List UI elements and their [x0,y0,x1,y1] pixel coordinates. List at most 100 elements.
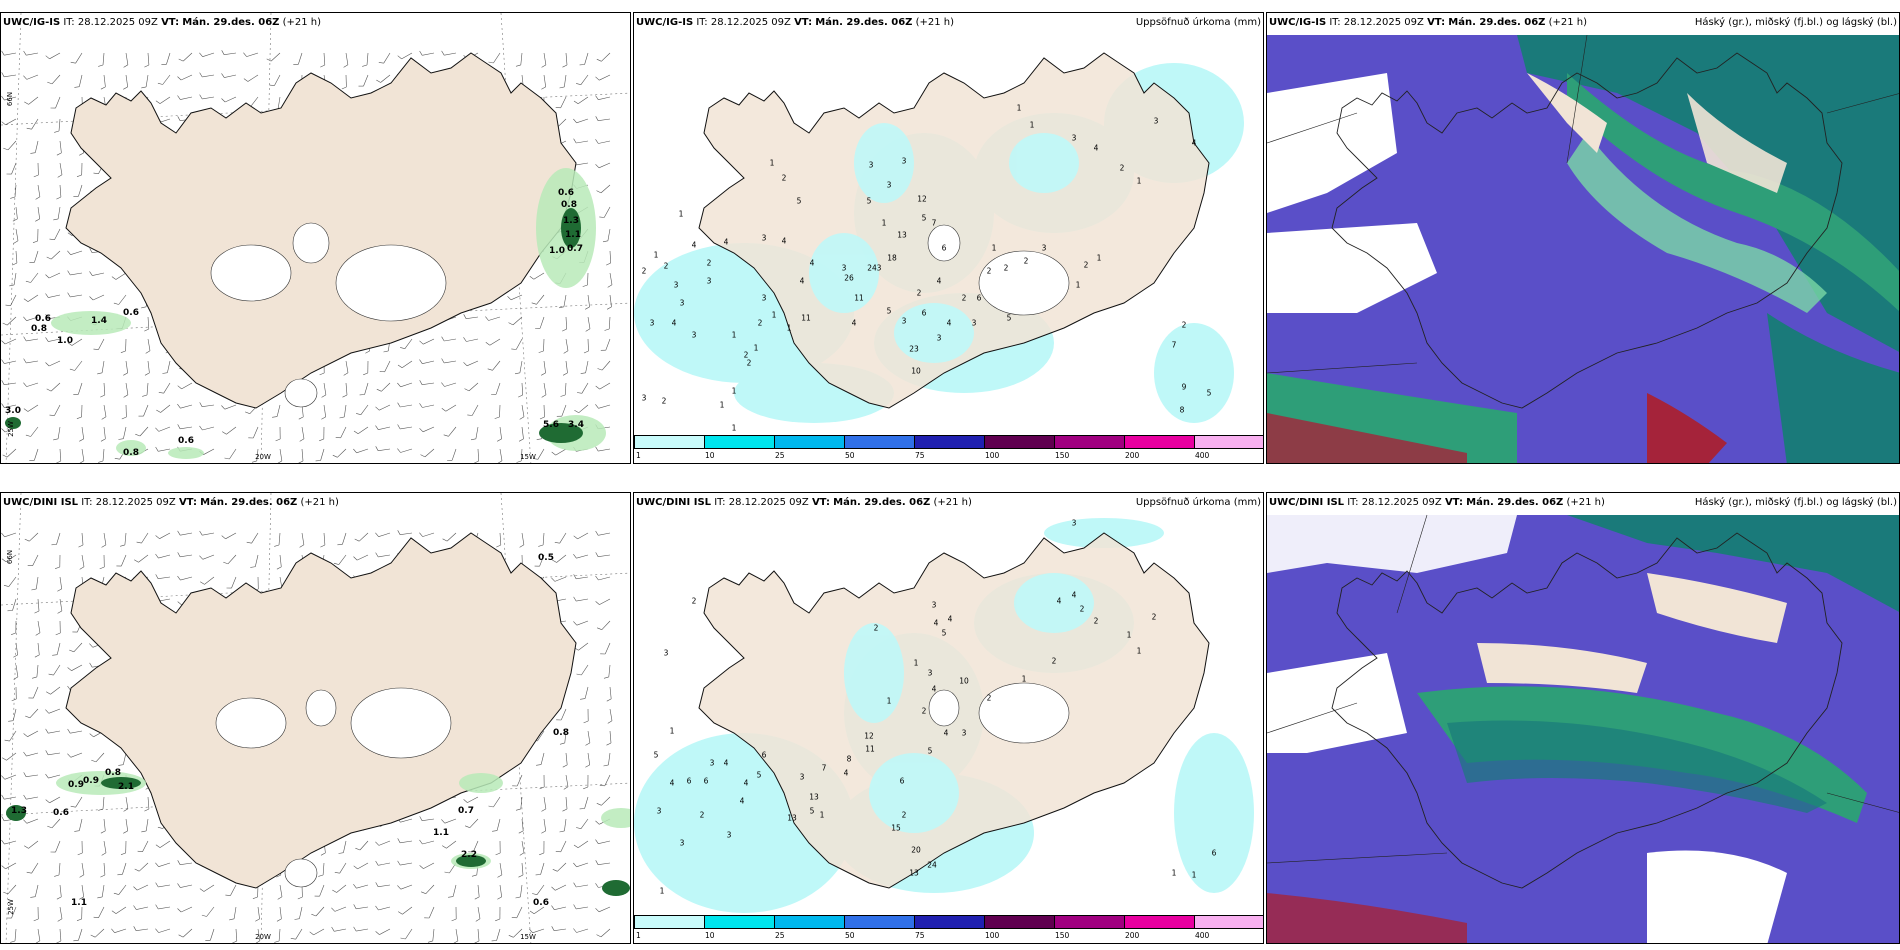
panel-header: UWC/DINI ISL IT: 28.12.2025 09Z VT: Mán.… [636,497,972,508]
wind-barb [103,382,106,396]
wind-barb [356,884,369,889]
precip-value: 2 [661,396,667,406]
wind-barb [432,928,435,941]
wind-barb-flag [441,408,446,412]
wind-barb [102,52,105,66]
model-name: UWC/DINI ISL [1269,497,1345,508]
precip-value: 4 [723,758,729,768]
wind-barb [455,928,459,941]
wind-barb-flag [595,139,599,144]
wind-value: 0.6 [178,436,194,446]
wind-barb [378,862,391,866]
precip-value: 3 [706,276,712,286]
vt-value: Mán. 29.des. 06Z [833,497,931,508]
precip-value: 13 [809,792,819,802]
wind-value: 0.9 [83,776,99,786]
precip-value: 4 [947,614,953,624]
wind-value: 1.0 [57,336,73,346]
wind-barb-flag [365,350,370,354]
wind-barb-flag [551,577,556,582]
vt-value: Mán. 29.des. 06Z [200,497,298,508]
wind-barb [202,426,215,431]
lat-label: 25W [6,899,15,915]
precip-value: 1 [719,400,725,410]
wind-barb-flag [321,394,327,398]
wind-barb [59,884,62,897]
lead-time: (+21 h) [1548,17,1588,28]
vt-label: VT: [794,17,813,28]
wind-barb [598,404,611,409]
wind-barb-flag [156,409,161,413]
wind-barb [520,52,523,65]
wind-barb-flag [178,58,184,62]
wind-barb [555,884,567,891]
wind-barb [424,448,435,458]
precip-value: 4 [809,258,815,268]
wind-barb [576,162,589,166]
wind-barb-flag [221,73,225,78]
wind-barb [496,818,501,831]
colorbar-label: 25 [775,451,785,460]
wind-barb [59,906,63,919]
wind-barb-flag [332,889,337,893]
wind-barb [543,338,545,352]
wind-barb [81,426,84,439]
wind-barb-flag [141,86,147,89]
wind-barb-flag [338,852,344,854]
colorbar-segment [635,916,705,928]
wind-barb [147,316,150,330]
precip-value: 5 [886,306,892,316]
wind-barb-flag [46,691,51,695]
wind-value: 0.5 [538,553,554,563]
wind-barb-flag [123,394,129,398]
wind-barb-flag [89,271,93,276]
colorbar-label: 1 [636,451,641,460]
wind-barb-flag [56,152,62,156]
wind-barb-flag [100,394,105,398]
wind-barb [521,382,523,396]
precip-panel-ig-is: UWC/IG-IS IT: 28.12.2025 09Z VT: Mán. 29… [633,12,1264,464]
lat-label: 25W [6,421,15,437]
wind-barb-flag [2,322,8,326]
wind-barb [29,532,39,542]
wind-barb [53,664,61,676]
wind-barb [422,382,435,385]
wind-barb [576,576,589,580]
wind-barb-flag [552,559,557,563]
wind-barb-flag [375,446,379,451]
wind-barb-flag [98,808,104,811]
wind-barb-flag [89,662,93,668]
colorbar-segment [915,436,985,448]
colorbar-label: 75 [915,451,925,460]
wind-barb-flag [48,673,54,676]
wind-barb [468,382,479,392]
wind-barb [202,52,215,57]
wind-barb [560,708,567,721]
wind-barb [576,140,589,144]
wind-barb [587,730,591,743]
wind-barb [444,818,457,824]
wind-barb-flag [375,931,380,935]
precip-value: 6 [761,750,767,760]
wind-barb [499,404,501,418]
wind-barb [231,576,237,589]
wind-barb-flag [199,425,203,431]
colorbar-label: 200 [1125,931,1140,940]
wind-barb [536,294,545,305]
wind-value: 3.4 [568,420,584,430]
wind-barb [4,532,17,538]
wind-barb [598,140,611,144]
vt-label: VT: [1444,497,1463,508]
wind-barb [580,74,589,85]
model-name: UWC/DINI ISL [3,497,79,508]
wind-barb-flag [595,575,599,581]
wind-barb-flag [451,918,457,922]
precip-value: 2 [706,258,712,268]
wind-barb-flag [541,808,547,812]
wind-barb [48,360,61,367]
precip-value: 5 [927,746,933,756]
wind-barb [59,162,63,175]
wind-value: 1.1 [71,898,87,908]
wind-barb-flag [8,720,14,722]
wind-barb [466,360,479,367]
